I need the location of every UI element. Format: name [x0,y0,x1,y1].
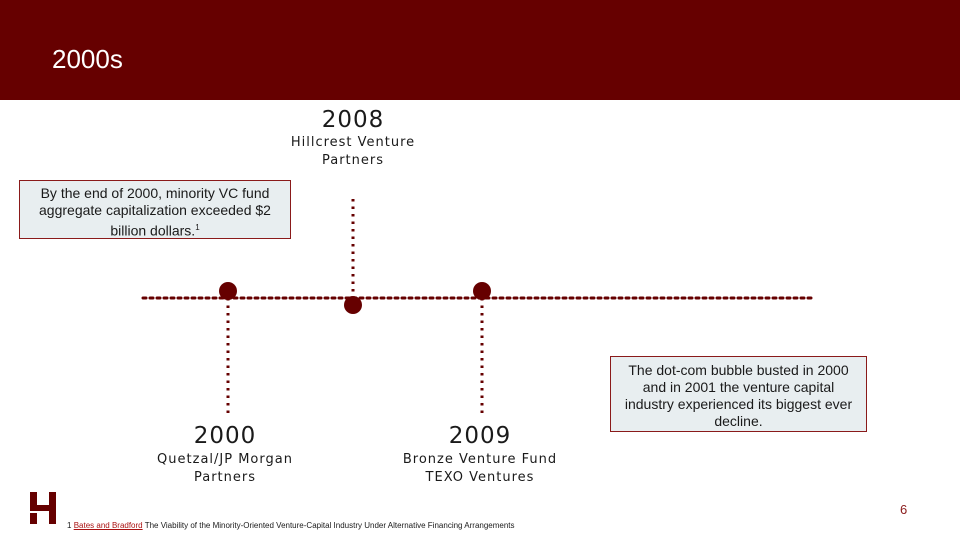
milestone-label-line: Hillcrest Venture [290,135,416,150]
milestone-label-line: Quetzal/JP Morgan [157,452,293,467]
note-left-text: By the end of 2000, minority VC fund agg… [39,185,271,239]
footnote-text: The Viability of the Minority-Oriented V… [144,521,515,530]
milestone-label-line: Partners [193,470,257,485]
slide-header: 2000s [0,0,960,100]
slide-title: 2000s [52,44,123,74]
milestone-dot-2009 [473,282,491,300]
note-left: By the end of 2000, minority VC fund agg… [19,180,291,239]
milestone-year-2008: 2008 [321,107,385,133]
milestone-year-2000: 2000 [193,423,257,449]
milestone-label-2008: Hillcrest Venture Partners [253,134,453,170]
milestone-label-line: Bronze Venture Fund [402,452,558,467]
page-number: 6 [900,502,908,517]
milestone-label-2009: Bronze Venture Fund TEXO Ventures [380,451,580,487]
milestone-label-2000: Quetzal/JP Morgan Partners [125,451,325,487]
footnote-source-link[interactable]: Bates and Bradford [73,521,143,530]
note-right: The dot-com bubble busted in 2000 and in… [610,356,867,432]
milestone-label-line: TEXO Ventures [425,470,535,485]
footnote-ref: 1 [195,223,200,232]
milestone-dot-2000 [219,282,237,300]
milestone-dot-2008 [344,296,362,314]
milestone-label-line: Partners [321,153,385,168]
milestone-year-2009: 2009 [448,423,512,449]
h-logo-icon [30,492,56,524]
footnote: 1 Bates and Bradford The Viability of th… [67,521,515,530]
footnote-number: 1 [67,521,72,530]
